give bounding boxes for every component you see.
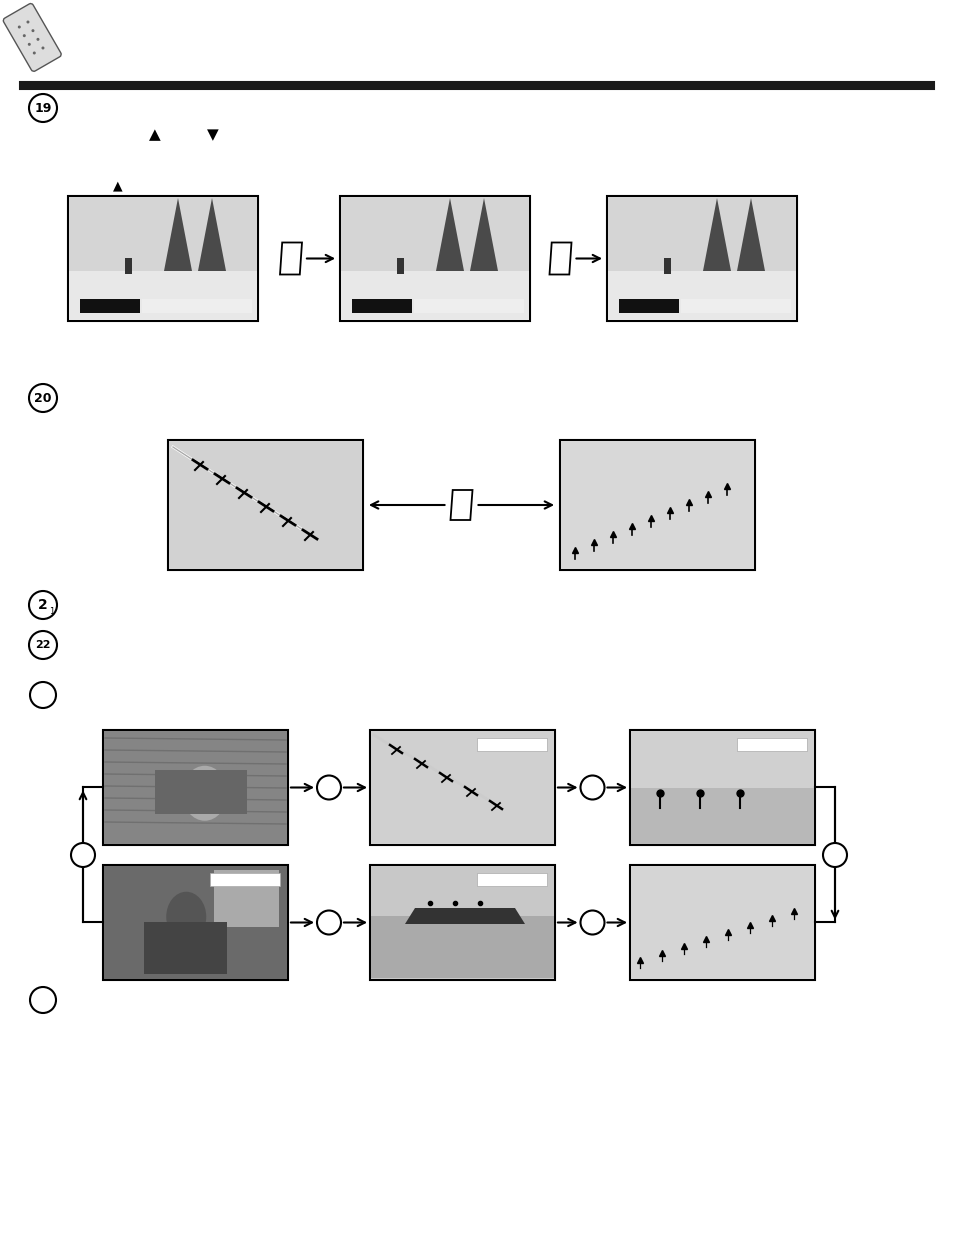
Bar bbox=[69, 198, 256, 272]
Circle shape bbox=[579, 776, 604, 799]
Bar bbox=[737, 739, 806, 751]
Bar bbox=[144, 923, 227, 974]
Bar bbox=[414, 299, 523, 312]
Bar bbox=[371, 731, 554, 844]
Polygon shape bbox=[198, 198, 226, 270]
Polygon shape bbox=[436, 198, 463, 270]
Bar bbox=[104, 731, 287, 844]
Circle shape bbox=[316, 776, 340, 799]
Bar bbox=[68, 196, 257, 321]
Polygon shape bbox=[549, 242, 571, 274]
Circle shape bbox=[30, 987, 56, 1013]
Bar bbox=[168, 440, 363, 571]
Ellipse shape bbox=[182, 766, 227, 821]
Bar bbox=[663, 258, 670, 274]
FancyBboxPatch shape bbox=[3, 4, 61, 72]
Bar bbox=[371, 866, 554, 979]
Bar bbox=[476, 873, 546, 885]
Bar bbox=[607, 270, 795, 320]
Bar bbox=[340, 270, 529, 320]
Bar bbox=[80, 299, 140, 312]
Bar bbox=[20, 82, 933, 89]
Text: ▼: ▼ bbox=[207, 127, 218, 142]
Bar bbox=[154, 771, 247, 814]
Text: 20: 20 bbox=[34, 391, 51, 405]
Bar bbox=[103, 864, 288, 981]
Polygon shape bbox=[702, 198, 730, 270]
Text: 2: 2 bbox=[38, 598, 48, 613]
Circle shape bbox=[36, 38, 39, 41]
Bar bbox=[630, 731, 813, 788]
Bar bbox=[396, 258, 403, 274]
Bar bbox=[352, 299, 412, 312]
Polygon shape bbox=[280, 242, 302, 274]
Bar bbox=[607, 198, 795, 272]
Bar bbox=[560, 441, 753, 569]
Text: 19: 19 bbox=[34, 101, 51, 115]
Text: 22: 22 bbox=[35, 640, 51, 650]
Bar bbox=[213, 869, 278, 927]
Bar bbox=[371, 916, 554, 978]
Text: ▲: ▲ bbox=[149, 127, 161, 142]
Circle shape bbox=[18, 26, 21, 28]
Bar bbox=[169, 441, 361, 569]
Bar bbox=[370, 864, 555, 981]
Polygon shape bbox=[405, 908, 524, 924]
Circle shape bbox=[822, 844, 846, 867]
Circle shape bbox=[30, 682, 56, 708]
Bar bbox=[680, 299, 790, 312]
Bar bbox=[125, 258, 132, 274]
Bar bbox=[476, 739, 546, 751]
Circle shape bbox=[316, 910, 340, 935]
Polygon shape bbox=[164, 198, 192, 270]
Bar bbox=[629, 864, 814, 981]
Circle shape bbox=[41, 47, 45, 49]
Bar bbox=[210, 873, 280, 885]
Ellipse shape bbox=[166, 892, 206, 942]
Polygon shape bbox=[450, 490, 472, 520]
Polygon shape bbox=[470, 198, 497, 270]
Bar bbox=[629, 730, 814, 845]
Text: 1: 1 bbox=[50, 606, 54, 615]
Bar bbox=[618, 299, 679, 312]
Circle shape bbox=[31, 30, 34, 32]
Circle shape bbox=[23, 35, 26, 37]
Bar bbox=[103, 730, 288, 845]
Bar bbox=[339, 196, 530, 321]
Circle shape bbox=[28, 43, 30, 46]
Bar bbox=[142, 299, 252, 312]
Circle shape bbox=[32, 52, 36, 54]
Bar bbox=[630, 731, 813, 844]
Circle shape bbox=[71, 844, 95, 867]
Bar bbox=[340, 198, 529, 272]
Circle shape bbox=[27, 21, 30, 23]
Bar bbox=[630, 866, 813, 979]
Bar bbox=[69, 270, 256, 320]
Bar bbox=[559, 440, 754, 571]
Bar bbox=[370, 730, 555, 845]
Bar bbox=[104, 866, 287, 979]
Circle shape bbox=[579, 910, 604, 935]
Bar bbox=[606, 196, 796, 321]
Polygon shape bbox=[737, 198, 764, 270]
Text: ▲: ▲ bbox=[113, 179, 123, 193]
